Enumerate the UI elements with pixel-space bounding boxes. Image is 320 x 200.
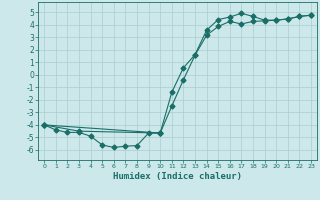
X-axis label: Humidex (Indice chaleur): Humidex (Indice chaleur) (113, 172, 242, 181)
